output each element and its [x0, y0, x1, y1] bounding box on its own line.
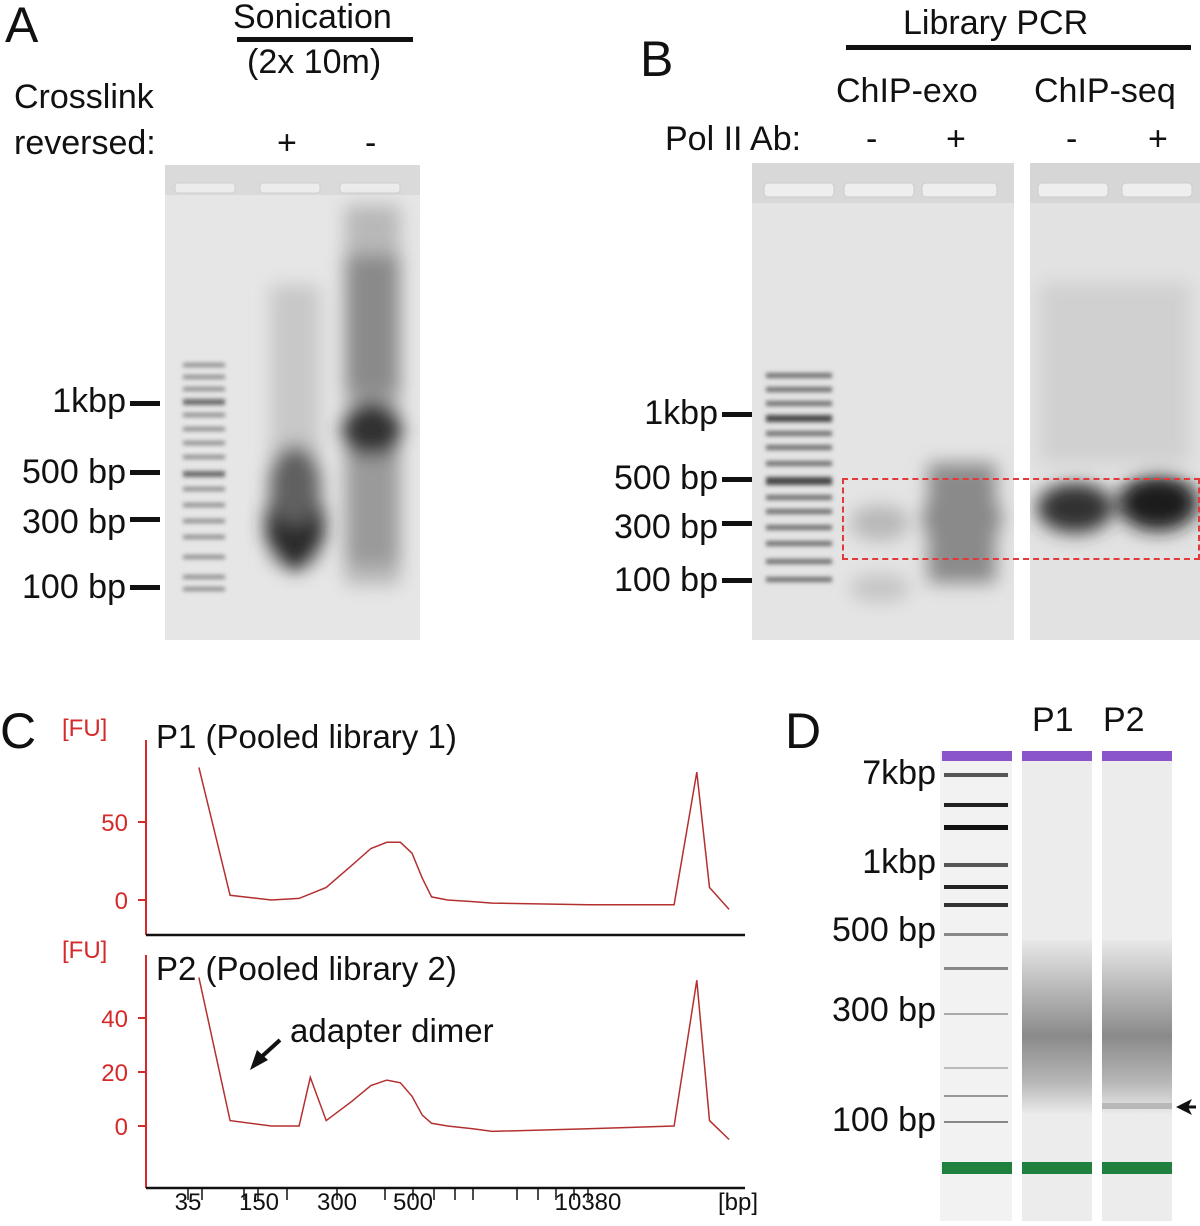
p2-ytick-label-0: 0 [115, 1114, 128, 1141]
ladder-tick-b-300bp [722, 521, 752, 526]
lane-sign-a1: + [277, 124, 297, 162]
gel-panel-a [165, 165, 420, 640]
p2-trace-line [198, 977, 730, 1141]
p1-title: P1 (Pooled library 1) [156, 718, 457, 755]
lower-marker-p2 [1102, 1162, 1172, 1174]
p1-smear [1022, 940, 1092, 1115]
ladder-label-a-500bp: 500 bp [22, 453, 126, 491]
ladder-label-b-300bp: 300 bp [614, 508, 718, 546]
ladder-label-a-300bp: 300 bp [22, 503, 126, 541]
lane-sign-b2: + [946, 120, 966, 158]
p2-fu-label: [FU] [62, 937, 107, 964]
x-axis-ticks [187, 1188, 589, 1200]
row-label-line2: reversed: [14, 124, 156, 162]
ladder-tick-a-500bp [130, 470, 160, 475]
pol2-ab-label: Pol II Ab: [665, 120, 802, 158]
lower-marker-ladder [942, 1162, 1012, 1174]
x-tick-label-500: 500 [393, 1189, 433, 1216]
x-tick-label-150: 150 [239, 1189, 279, 1216]
treatment-title: Sonication [233, 0, 392, 36]
ladder-tick-b-100bp [722, 578, 752, 583]
gel-panel-b-left [752, 163, 1014, 640]
ladder-tick-b-1kbp [722, 412, 752, 417]
virtual-gel-panel-d [940, 751, 1196, 1221]
lane-sign-b3: - [1066, 120, 1078, 158]
panel-letter-a: A [5, 0, 39, 53]
lane-sign-a2: - [365, 124, 377, 162]
p2-ytick-label-20: 20 [101, 1060, 128, 1087]
x-unit-label: [bp] [718, 1189, 758, 1216]
p2-adapter-dimer-band [1102, 1103, 1172, 1109]
ladder-label-d-500bp: 500 bp [832, 911, 936, 949]
ladder-label-d-300bp: 300 bp [832, 991, 936, 1029]
adapter-dimer-arrow-d [1176, 1099, 1196, 1115]
ladder-label-b-1kbp: 1kbp [644, 394, 718, 432]
ladder-label-b-500bp: 500 bp [614, 459, 718, 497]
adapter-dimer-arrow [250, 1038, 282, 1070]
library-pcr-title: Library PCR [903, 4, 1089, 42]
p1-ytick-label-50: 50 [101, 810, 128, 837]
panel-letter-d: D [785, 703, 822, 759]
ladder-tick-a-300bp [130, 517, 160, 522]
p1-trace-line [198, 767, 730, 910]
row-label-line1: Crosslink [14, 78, 154, 116]
ladder-label-d-100bp: 100 bp [832, 1101, 936, 1139]
ladder-bands [944, 773, 1008, 1123]
ladder-label-a-100bp: 100 bp [22, 568, 126, 606]
p1-fu-label: [FU] [62, 715, 107, 742]
panel-letter-c: C [0, 703, 37, 759]
lane-sign-b1: - [866, 120, 878, 158]
ladder-label-d-1kbp: 1kbp [862, 843, 936, 881]
upper-marker-p2 [1102, 751, 1172, 761]
p1-ytick-label-0: 0 [115, 888, 128, 915]
lane-label-p1: P1 [1032, 701, 1074, 739]
x-tick-label-300: 300 [317, 1189, 357, 1216]
ladder-label-a-1kbp: 1kbp [52, 382, 126, 420]
upper-marker-ladder [942, 751, 1012, 761]
ladder-label-d-7kbp: 7kbp [862, 754, 936, 792]
ladder-tick-a-100bp [130, 585, 160, 590]
electropherogram-chart: [FU] [FU] P1 (Pooled library 1) P2 (Pool… [62, 715, 758, 1216]
group-label-chip-seq: ChIP-seq [1034, 72, 1176, 110]
library-pcr-bar [846, 45, 1191, 50]
adapter-dimer-annotation: adapter dimer [290, 1012, 494, 1049]
size-selection-highlight-box [842, 478, 1200, 560]
treatment-bar [237, 37, 413, 42]
lane-label-p2: P2 [1103, 701, 1145, 739]
gel-panel-b-right [1030, 163, 1200, 640]
ladder-tick-a-1kbp [130, 401, 160, 406]
lane-sign-b4: + [1148, 120, 1168, 158]
treatment-subtitle: (2x 10m) [247, 43, 382, 81]
ladder-tick-b-500bp [722, 477, 752, 482]
lower-marker-p1 [1022, 1162, 1092, 1174]
p2-ytick-label-40: 40 [101, 1006, 128, 1033]
panel-letter-b: B [640, 31, 674, 87]
group-label-chip-exo: ChIP-exo [836, 72, 978, 110]
p2-smear [1102, 940, 1172, 1115]
upper-marker-p1 [1022, 751, 1092, 761]
p2-title: P2 (Pooled library 2) [156, 950, 457, 987]
x-tick-label-35: 35 [175, 1189, 202, 1216]
ladder-label-b-100bp: 100 bp [614, 561, 718, 599]
x-tick-label-10380: 10380 [555, 1189, 622, 1216]
